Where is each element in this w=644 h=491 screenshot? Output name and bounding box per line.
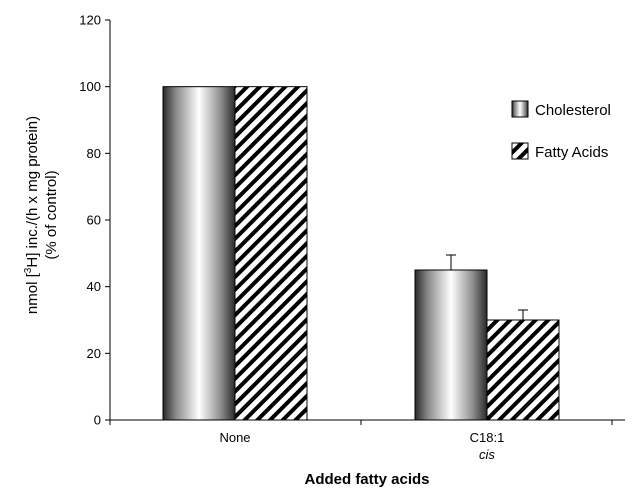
y-tick-label: 20 [87, 346, 101, 361]
bar-cholesterol [414, 269, 488, 421]
x-tick-sublabel: cis [479, 447, 495, 462]
x-axis-label: Added fatty acids [304, 471, 429, 488]
x-tick-label: None [219, 430, 250, 445]
legend: Cholesterol Fatty Acids [511, 100, 611, 161]
y-tick-label: 40 [87, 279, 101, 294]
legend-label-cholesterol: Cholesterol [535, 102, 611, 119]
legend-swatch-cholesterol [511, 100, 529, 118]
y-tick-label: 60 [87, 213, 101, 228]
y-axis-label: nmol [3H] inc./(h x mg protein) [23, 116, 41, 314]
bar-fatty-acids [486, 319, 560, 421]
x-tick-label: C18:1 [470, 430, 505, 445]
bar-fatty-acids [234, 86, 308, 421]
y-tick-label: 0 [94, 413, 101, 428]
legend-label-fatty-acids: Fatty Acids [535, 144, 608, 161]
y-tick-label: 120 [79, 13, 101, 28]
bar-cholesterol [162, 86, 236, 421]
legend-swatch-fatty-acids [511, 142, 529, 160]
y-axis-label-line2: (% of control) [43, 170, 60, 259]
y-tick-label: 80 [87, 146, 101, 161]
y-tick-label: 100 [79, 79, 101, 94]
